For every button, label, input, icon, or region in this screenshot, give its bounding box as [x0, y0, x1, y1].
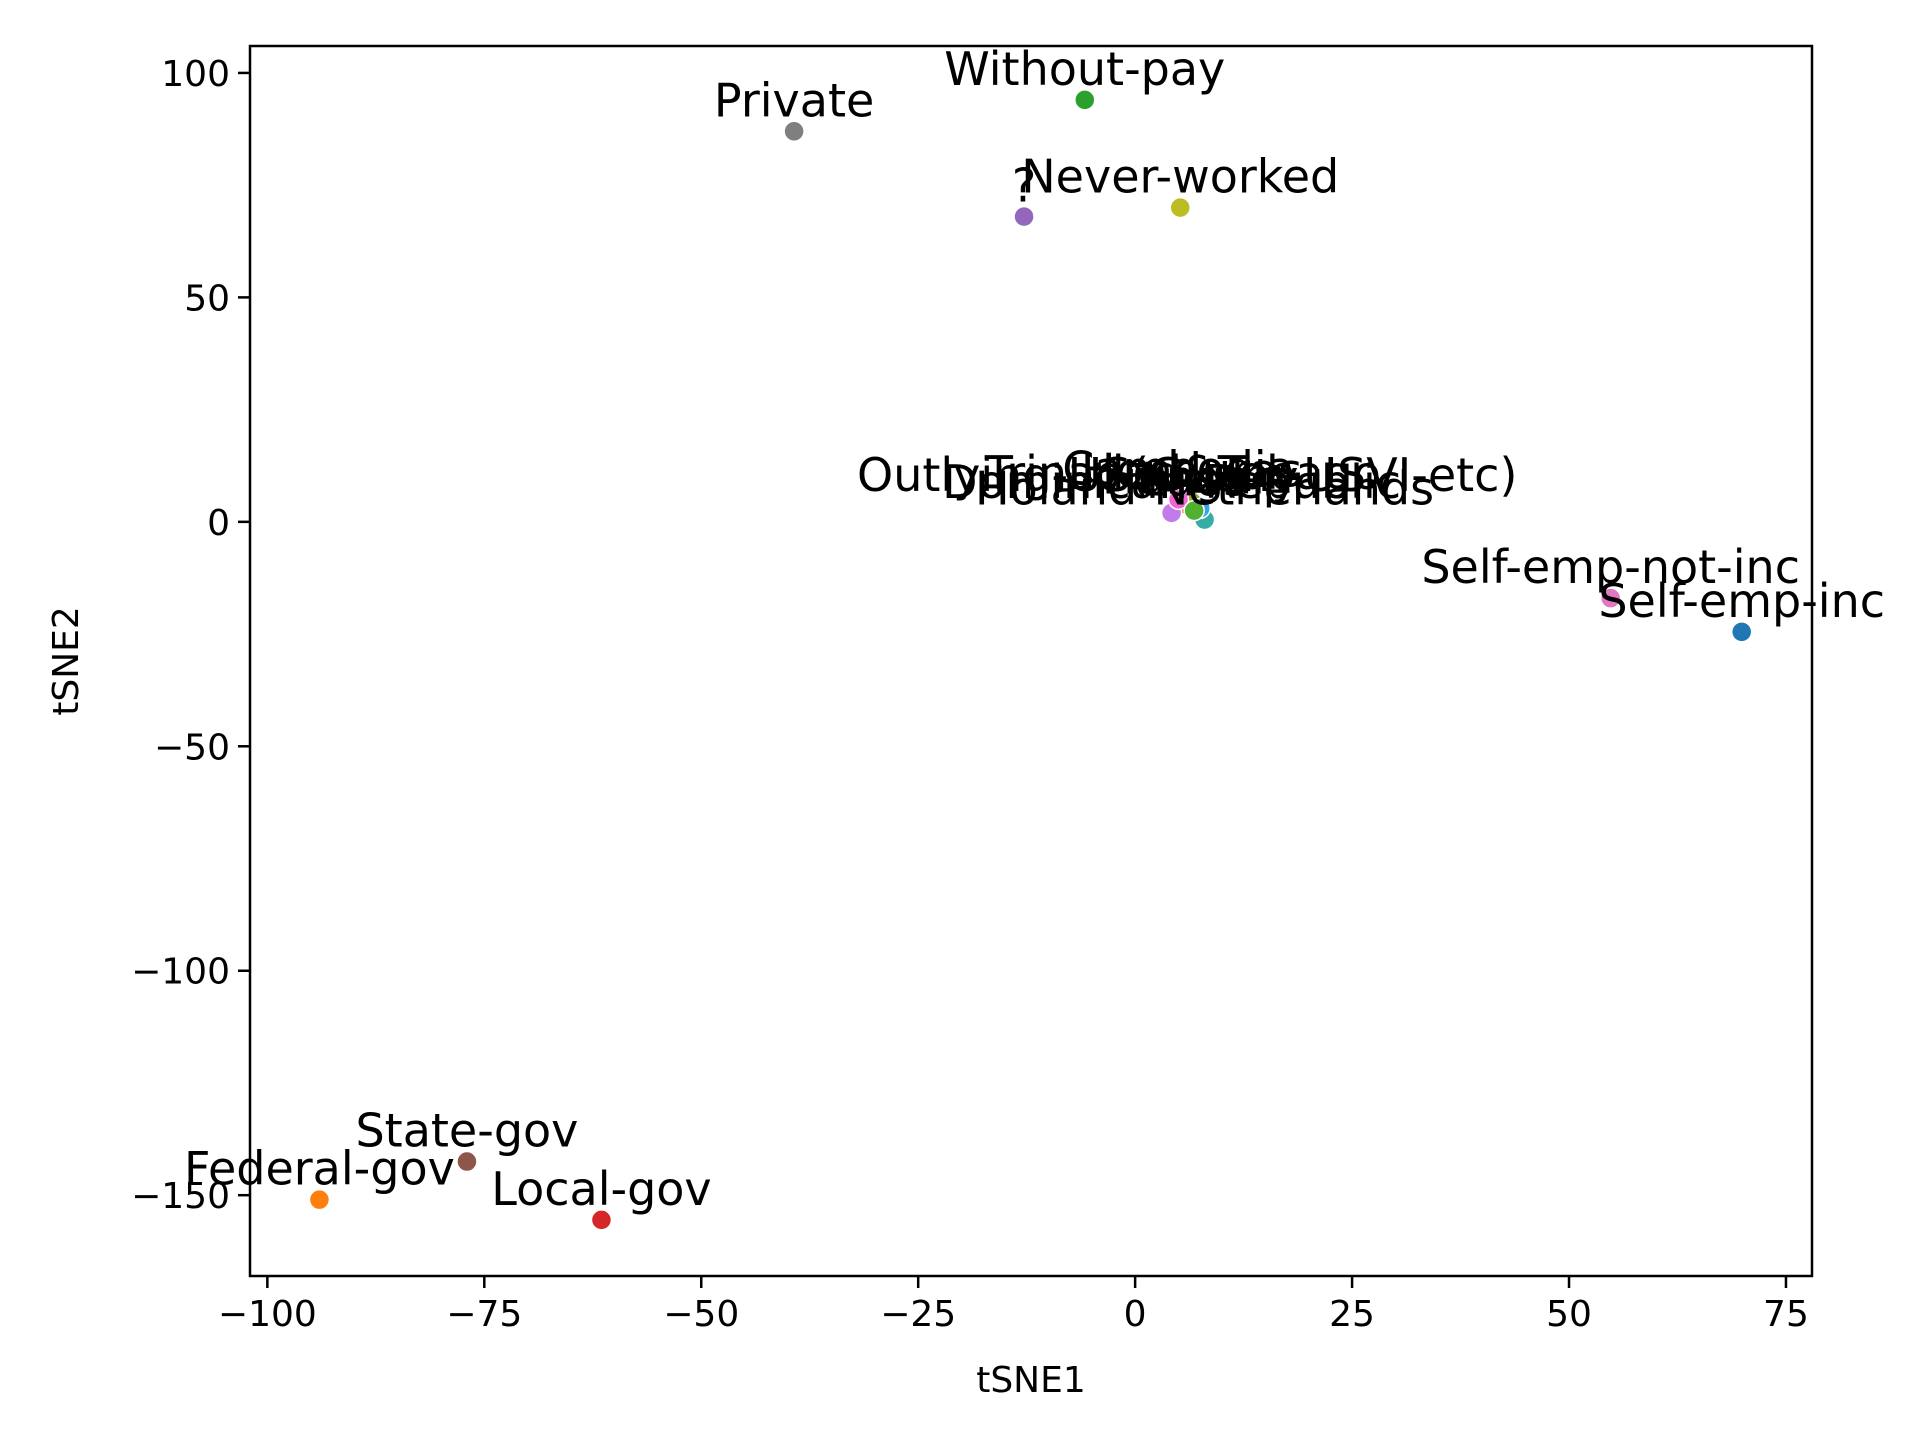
data-point: [590, 1209, 613, 1231]
x-tick-label: −50: [663, 1294, 739, 1335]
point-label: Laos: [1141, 453, 1247, 507]
point-label: Hungary: [1102, 450, 1298, 504]
y-tick-label: −150: [131, 1176, 230, 1217]
y-tick-label: −50: [154, 727, 230, 768]
x-tick-label: −25: [880, 1294, 956, 1335]
point-label: Local-gov: [491, 1162, 711, 1216]
data-point: [1730, 621, 1753, 643]
point-label: Without-pay: [944, 42, 1225, 96]
plot-area: [248, 44, 1814, 1278]
y-tick-label: 100: [161, 54, 230, 95]
x-tick-label: 75: [1763, 1294, 1809, 1335]
point-label: Federal-gov: [184, 1142, 455, 1196]
y-tick-label: 50: [184, 278, 230, 319]
x-tick-label: 50: [1546, 1294, 1592, 1335]
data-point: [1183, 499, 1205, 522]
point-label: Honduras: [1081, 444, 1302, 498]
x-axis: −100 −75 −50 −25 0 25 50 75: [218, 1276, 1809, 1335]
point-label: State-gov: [355, 1104, 578, 1158]
x-tick-label: 25: [1329, 1294, 1375, 1335]
point-label: Self-emp-inc: [1598, 574, 1885, 628]
point-label: Private: [714, 73, 874, 127]
point-label: Trinadad&Tobago: [984, 446, 1381, 500]
x-tick-label: 0: [1124, 1294, 1147, 1335]
data-points: [308, 89, 1753, 1231]
point-label: Holand-Netherlands: [975, 462, 1434, 516]
data-point: [783, 120, 805, 143]
point-label: Never-worked: [1021, 150, 1339, 204]
point-label: Cambodia: [1062, 441, 1295, 495]
point-label: Outlying-US(Guam-USVI-etc): [857, 448, 1517, 502]
point-label: Dominican-Republic: [942, 455, 1401, 509]
y-tick-label: 0: [207, 503, 230, 544]
y-axis: −150 −100 −50 0 50 100: [131, 54, 250, 1217]
data-point: [456, 1150, 478, 1173]
y-tick-label: −100: [131, 952, 230, 993]
data-point: [1167, 488, 1190, 511]
y-axis-label: tSNE2: [46, 606, 87, 716]
point-labels: Without-pay Private?Never-worked Self-emp-…: [184, 42, 1885, 1216]
data-point: [1599, 587, 1622, 609]
data-point: [1074, 89, 1096, 111]
x-tick-label: −100: [218, 1294, 317, 1335]
data-point: [1013, 205, 1035, 228]
data-point: [308, 1188, 331, 1211]
x-tick-label: −75: [446, 1294, 522, 1335]
point-label: ?: [1012, 159, 1036, 213]
data-point: [1169, 196, 1192, 219]
point-label: Self-emp-not-inc: [1421, 540, 1800, 594]
x-axis-label: tSNE1: [976, 1360, 1086, 1401]
